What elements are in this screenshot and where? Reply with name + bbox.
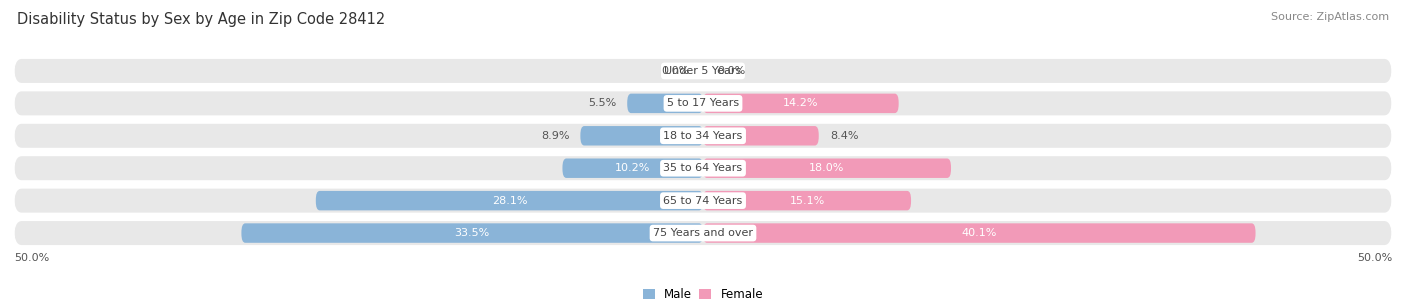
Text: 33.5%: 33.5% bbox=[454, 228, 489, 238]
Text: 18.0%: 18.0% bbox=[810, 163, 845, 173]
FancyBboxPatch shape bbox=[14, 59, 1392, 83]
Text: 0.0%: 0.0% bbox=[661, 66, 689, 76]
Text: Disability Status by Sex by Age in Zip Code 28412: Disability Status by Sex by Age in Zip C… bbox=[17, 12, 385, 27]
Text: 0.0%: 0.0% bbox=[717, 66, 745, 76]
FancyBboxPatch shape bbox=[703, 126, 818, 146]
FancyBboxPatch shape bbox=[316, 191, 703, 210]
Text: 5.5%: 5.5% bbox=[588, 98, 616, 108]
Text: 5 to 17 Years: 5 to 17 Years bbox=[666, 98, 740, 108]
Text: 35 to 64 Years: 35 to 64 Years bbox=[664, 163, 742, 173]
FancyBboxPatch shape bbox=[14, 124, 1392, 148]
Text: 75 Years and over: 75 Years and over bbox=[652, 228, 754, 238]
FancyBboxPatch shape bbox=[14, 156, 1392, 180]
FancyBboxPatch shape bbox=[14, 189, 1392, 212]
Text: 65 to 74 Years: 65 to 74 Years bbox=[664, 196, 742, 206]
FancyBboxPatch shape bbox=[703, 191, 911, 210]
Text: 18 to 34 Years: 18 to 34 Years bbox=[664, 131, 742, 141]
FancyBboxPatch shape bbox=[562, 158, 703, 178]
FancyBboxPatch shape bbox=[14, 92, 1392, 115]
Text: 50.0%: 50.0% bbox=[1357, 253, 1392, 263]
Text: 8.4%: 8.4% bbox=[830, 131, 858, 141]
FancyBboxPatch shape bbox=[14, 221, 1392, 245]
Text: 28.1%: 28.1% bbox=[492, 196, 527, 206]
Text: 10.2%: 10.2% bbox=[614, 163, 651, 173]
Text: 50.0%: 50.0% bbox=[14, 253, 49, 263]
Text: 14.2%: 14.2% bbox=[783, 98, 818, 108]
FancyBboxPatch shape bbox=[627, 94, 703, 113]
Text: 8.9%: 8.9% bbox=[541, 131, 569, 141]
FancyBboxPatch shape bbox=[703, 94, 898, 113]
Text: 15.1%: 15.1% bbox=[789, 196, 825, 206]
Legend: Male, Female: Male, Female bbox=[638, 283, 768, 304]
FancyBboxPatch shape bbox=[703, 223, 1256, 243]
FancyBboxPatch shape bbox=[581, 126, 703, 146]
Text: Source: ZipAtlas.com: Source: ZipAtlas.com bbox=[1271, 12, 1389, 22]
Text: Under 5 Years: Under 5 Years bbox=[665, 66, 741, 76]
FancyBboxPatch shape bbox=[703, 158, 950, 178]
Text: 40.1%: 40.1% bbox=[962, 228, 997, 238]
FancyBboxPatch shape bbox=[242, 223, 703, 243]
